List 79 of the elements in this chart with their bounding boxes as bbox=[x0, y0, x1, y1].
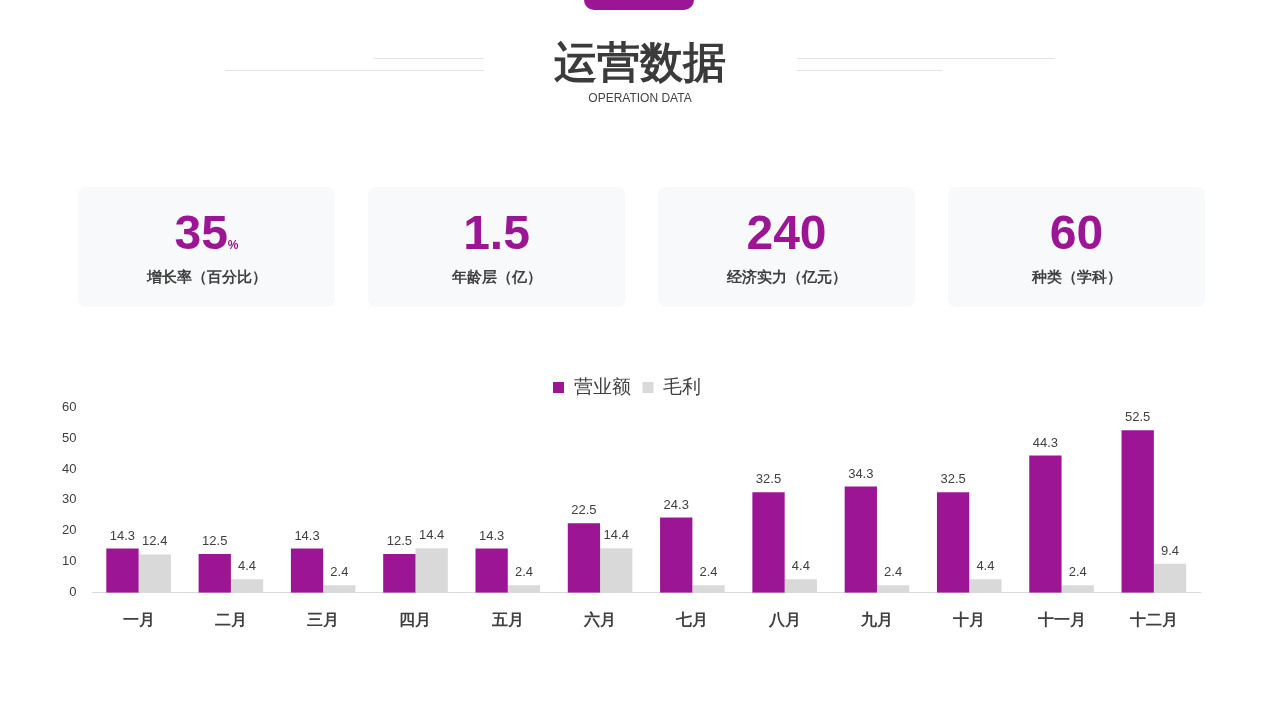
bar bbox=[660, 517, 693, 593]
data-label: 34.3 bbox=[848, 465, 874, 481]
text: 经济实力（亿元） bbox=[726, 268, 847, 285]
text: OPERATION DATA bbox=[588, 91, 692, 105]
bar bbox=[876, 585, 910, 593]
y-tick-label: 40 bbox=[61, 460, 77, 476]
text: 1.5 bbox=[463, 206, 530, 259]
bar bbox=[600, 548, 633, 593]
y-tick-label: 30 bbox=[61, 491, 77, 507]
bar bbox=[692, 585, 725, 593]
bar bbox=[752, 492, 785, 593]
x-tick-label: 二月 bbox=[214, 610, 247, 628]
y-tick-label: 20 bbox=[61, 522, 77, 538]
data-label: 2.4 bbox=[330, 564, 349, 580]
data-label: 4.4 bbox=[238, 558, 257, 574]
x-tick-label: 四月 bbox=[399, 610, 432, 628]
bar bbox=[198, 554, 231, 593]
x-tick-label: 十二月 bbox=[1128, 610, 1178, 628]
x-tick-label: 八月 bbox=[767, 610, 801, 628]
x-tick-label: 一月 bbox=[122, 610, 155, 628]
data-label: 9.4 bbox=[1160, 542, 1180, 558]
bar bbox=[936, 492, 970, 593]
data-label: 32.5 bbox=[940, 471, 966, 487]
bar bbox=[230, 579, 264, 593]
text: 种类（学科） bbox=[1031, 268, 1122, 285]
text: 运营数据 bbox=[554, 38, 726, 86]
data-label: 2.4 bbox=[514, 564, 533, 580]
data-label: 12.5 bbox=[202, 533, 228, 549]
bar bbox=[844, 486, 877, 593]
data-label: 4.4 bbox=[976, 558, 995, 574]
bar bbox=[323, 585, 356, 593]
y-tick-label: 10 bbox=[61, 553, 77, 569]
bar bbox=[507, 585, 541, 593]
data-label: 14.3 bbox=[478, 527, 505, 543]
bar bbox=[1121, 430, 1154, 593]
data-label: 12.4 bbox=[142, 533, 168, 549]
text: 35% bbox=[174, 206, 239, 259]
x-tick-label: 九月 bbox=[859, 610, 893, 628]
legend-label: 营业额 bbox=[573, 375, 631, 397]
bar bbox=[784, 579, 817, 593]
data-label: 52.5 bbox=[1125, 409, 1151, 425]
bar bbox=[138, 554, 171, 593]
data-label: 14.3 bbox=[294, 527, 320, 543]
bar bbox=[969, 579, 1002, 593]
data-label: 12.5 bbox=[386, 533, 412, 549]
bar bbox=[1153, 563, 1187, 593]
bar bbox=[1061, 585, 1094, 593]
data-label: 2.4 bbox=[884, 564, 903, 580]
text: 增长率（百分比） bbox=[146, 268, 267, 285]
text: 年龄层（亿） bbox=[451, 268, 542, 285]
data-label: 32.5 bbox=[755, 471, 782, 487]
x-tick-label: 六月 bbox=[583, 610, 617, 628]
x-tick-label: 十月 bbox=[952, 610, 986, 628]
bar bbox=[415, 548, 448, 593]
y-tick-label: 0 bbox=[69, 584, 77, 600]
y-tick-label: 50 bbox=[61, 429, 77, 445]
x-tick-label: 五月 bbox=[490, 610, 524, 628]
data-label: 22.5 bbox=[571, 502, 597, 518]
bar bbox=[1029, 455, 1062, 593]
bar bbox=[475, 548, 508, 593]
x-tick-label: 七月 bbox=[675, 610, 709, 628]
data-label: 2.4 bbox=[1068, 564, 1087, 580]
data-label: 44.3 bbox=[1032, 434, 1059, 450]
bar bbox=[106, 548, 139, 593]
text: 240 bbox=[746, 206, 827, 259]
data-label: 14.4 bbox=[603, 527, 629, 543]
data-label: 24.3 bbox=[663, 496, 689, 512]
y-tick-label: 60 bbox=[61, 398, 77, 414]
data-label: 4.4 bbox=[791, 558, 810, 574]
data-label: 14.3 bbox=[109, 527, 136, 543]
bar bbox=[567, 523, 601, 593]
bar bbox=[383, 554, 416, 593]
x-tick-label: 十一月 bbox=[1036, 610, 1086, 628]
data-label: 14.4 bbox=[418, 527, 445, 543]
data-label: 2.4 bbox=[699, 564, 718, 580]
legend-label: 毛利 bbox=[663, 375, 701, 397]
text: 60 bbox=[1049, 206, 1104, 259]
x-tick-label: 三月 bbox=[307, 610, 340, 628]
bar bbox=[290, 548, 324, 593]
